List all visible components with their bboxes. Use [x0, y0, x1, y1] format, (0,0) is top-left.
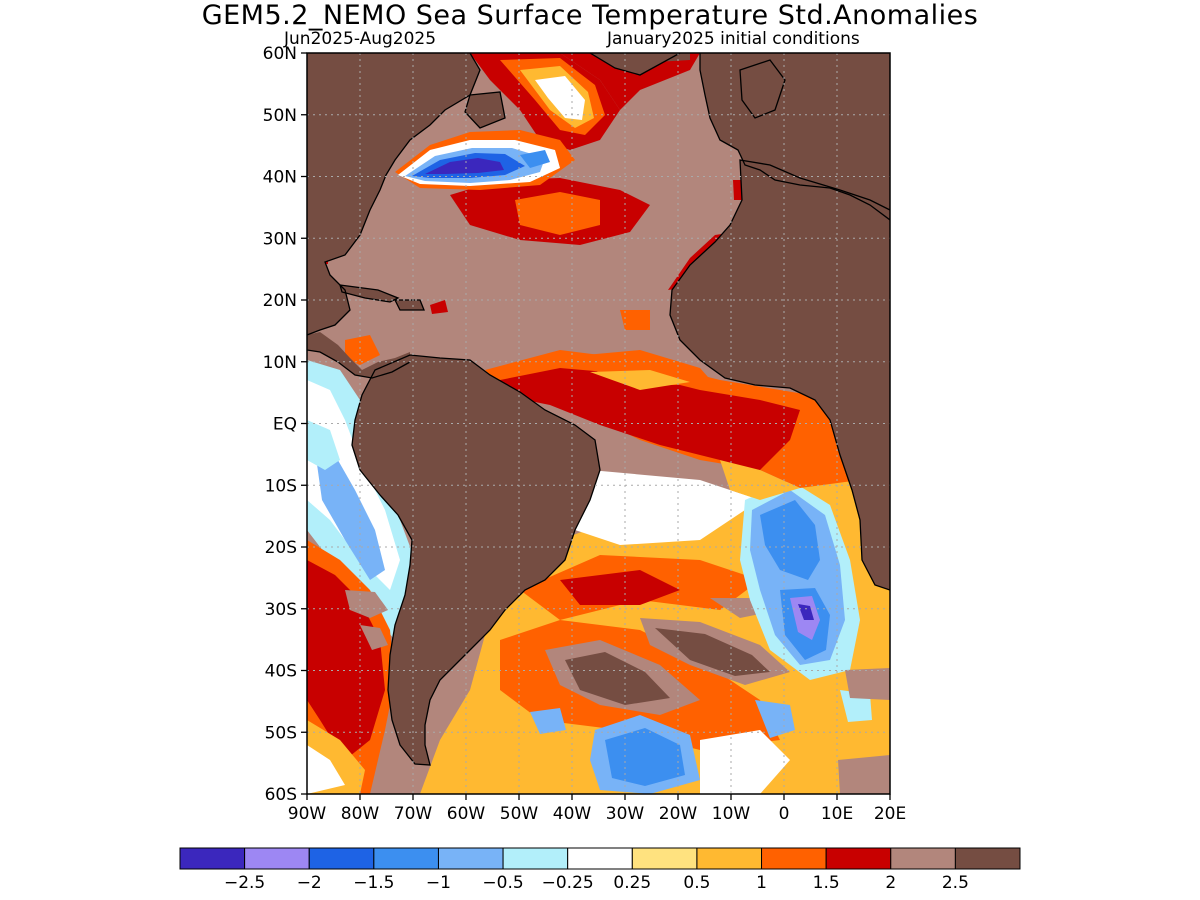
lat-tick-label: 20S [265, 538, 297, 558]
colorbar-swatch [631, 847, 698, 870]
anomaly-region [430, 300, 448, 314]
anomaly-region [345, 590, 388, 618]
lat-tick-label: 10S [265, 476, 297, 496]
anomaly-region [530, 708, 566, 734]
latitude-axis: 60N 50N 40N 30N 20N 10N EQ 10S 20S 30S 40S 50S 60S [263, 44, 307, 805]
colorbar-label: −0.5 [482, 873, 523, 893]
anomaly-region [798, 604, 814, 620]
anomaly-region [760, 500, 820, 580]
lon-tick-label: 90W [288, 804, 327, 824]
colorbar-label: −2.5 [224, 873, 265, 893]
lon-tick-label: 40W [553, 804, 592, 824]
colorbar-swatch [437, 847, 504, 870]
anomaly-region [733, 180, 742, 200]
colorbar-swatch [308, 847, 375, 870]
land-africa [670, 160, 890, 590]
lon-tick-label: 50W [500, 804, 539, 824]
colorbar-label: 0.5 [683, 873, 710, 893]
anomaly-region [755, 700, 795, 738]
lat-tick-label: 30S [265, 600, 297, 620]
anomaly-region [307, 420, 340, 470]
lon-tick-label: 70W [394, 804, 433, 824]
colorbar-label: 0.25 [613, 873, 651, 893]
land-newfoundland [465, 92, 505, 128]
colorbar-swatch [954, 847, 1021, 870]
colorbar-label: −2 [297, 873, 322, 893]
land-north-america [307, 53, 480, 335]
lon-tick-label: 20E [874, 804, 906, 824]
forecast-period: Jun2025-Aug2025 [284, 29, 437, 49]
anomaly-region [838, 755, 890, 794]
anomaly-region [575, 470, 760, 545]
longitude-axis: 90W 80W 70W 60W 50W 40W 30W 20W 10W 0 10E 20E [288, 794, 906, 824]
anomaly-region [700, 730, 790, 794]
colorbar-swatch [696, 847, 763, 870]
anomaly-region [565, 652, 670, 705]
anomaly-region [605, 728, 685, 786]
anomaly-region [360, 625, 388, 650]
anomaly-region [345, 335, 380, 365]
anomaly-region [515, 192, 600, 235]
land-hispaniola [395, 300, 424, 310]
lon-tick-label: 10E [821, 804, 853, 824]
land-iceland [645, 53, 690, 62]
colorbar-label: 2 [885, 873, 896, 893]
map-title: GEM5.2_NEMO Sea Surface Temperature Std.… [201, 0, 979, 31]
colorbar-swatch [179, 847, 246, 870]
lat-tick-label: 40N [263, 168, 297, 188]
colorbar-label: −1.5 [353, 873, 394, 893]
coastlines [307, 53, 890, 766]
lon-tick-label: 30W [606, 804, 645, 824]
colorbar-label: 2.5 [942, 873, 969, 893]
lon-tick-label: 80W [341, 804, 380, 824]
colorbar-label: −0.25 [542, 873, 594, 893]
lat-tick-label: 30N [263, 229, 297, 249]
colorbar-swatch [244, 847, 310, 870]
lon-tick-label: 20W [659, 804, 698, 824]
colorbar: −2.5 −2 −1.5 −1 −0.5 −0.25 0.25 0.5 1 1.5 2 2.5 [179, 847, 1021, 893]
land-britain [740, 60, 785, 118]
anomaly-region [590, 370, 690, 390]
colorbar-swatch [761, 847, 827, 870]
colorbar-swatch [825, 847, 892, 870]
anomaly-region [845, 668, 890, 700]
colorbar-swatch [890, 847, 956, 870]
anomaly-region [720, 460, 800, 500]
colorbar-label: 1 [756, 873, 767, 893]
anomaly-region [307, 745, 345, 794]
colorbar-swatch [373, 847, 439, 870]
lat-tick-label: EQ [273, 415, 297, 435]
graticule [307, 53, 890, 794]
lat-tick-label: 10N [263, 353, 297, 373]
land-cuba [340, 285, 398, 302]
lat-tick-label: 40S [265, 662, 297, 682]
anomaly-region [560, 53, 700, 110]
colorbar-swatch [502, 847, 569, 870]
lon-tick-label: 0 [779, 804, 790, 824]
anomaly-region [307, 560, 385, 760]
colorbar-label: −1 [426, 873, 451, 893]
lat-tick-label: 50N [263, 106, 297, 126]
initial-conditions: January2025 initial conditions [607, 29, 860, 49]
anomaly-region [560, 570, 680, 605]
colorbar-swatch [567, 847, 633, 870]
lat-tick-label: 60N [263, 44, 297, 64]
anomaly-region [425, 158, 504, 174]
lon-tick-label: 60W [447, 804, 486, 824]
map-plot-area [307, 53, 890, 794]
anomaly-region [500, 368, 800, 470]
land-south-america [352, 355, 600, 765]
lat-tick-label: 60S [265, 785, 297, 805]
lat-tick-label: 50S [265, 723, 297, 743]
anomaly-region [520, 150, 550, 168]
colorbar-label: 1.5 [813, 873, 840, 893]
anomaly-region [620, 310, 650, 330]
lat-tick-label: 20N [263, 291, 297, 311]
lon-tick-label: 10W [712, 804, 751, 824]
anomaly-region [655, 628, 770, 676]
